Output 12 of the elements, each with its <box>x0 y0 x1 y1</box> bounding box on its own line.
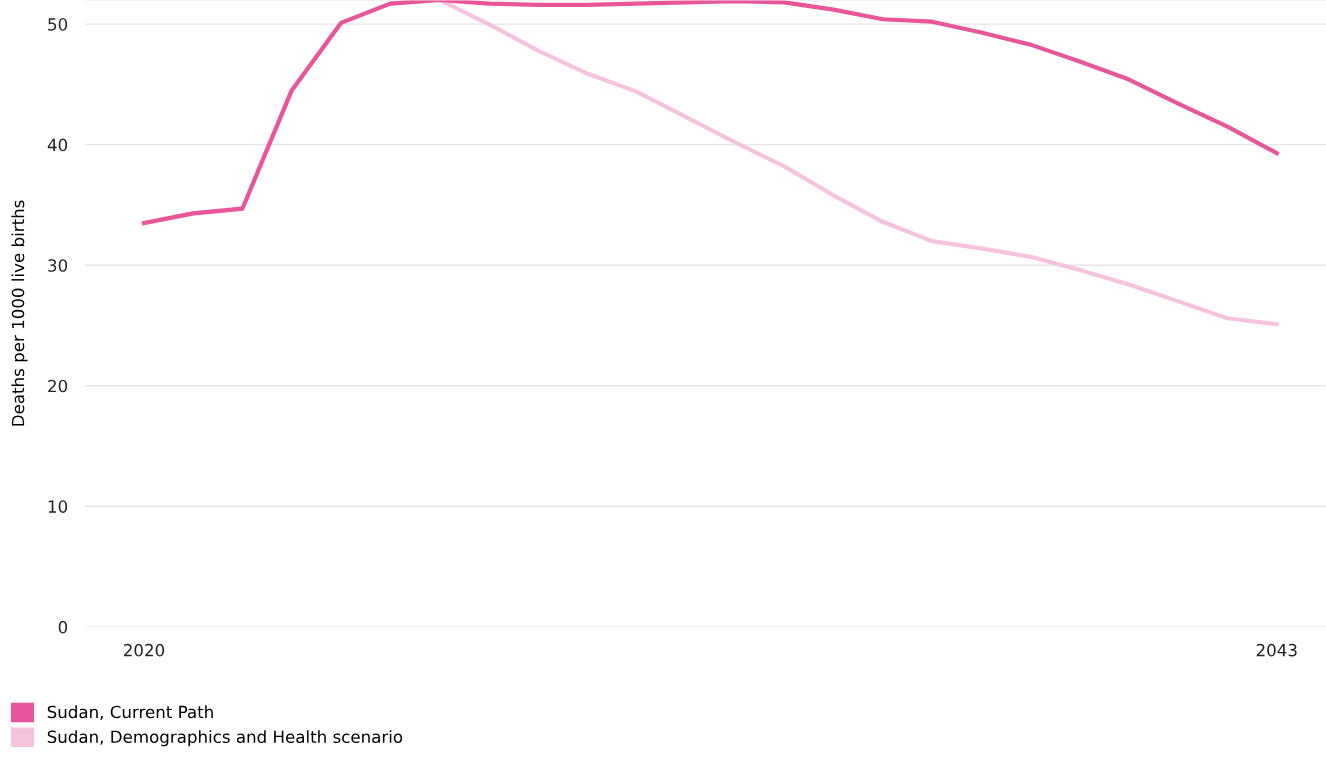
y-tick-label: 50 <box>48 18 68 31</box>
y-tick-label: 30 <box>48 259 68 272</box>
y-tick-label: 10 <box>48 500 68 513</box>
x-tick-label: 2020 <box>123 643 165 657</box>
legend-label: Sudan, Current Path <box>47 705 213 720</box>
y-tick-label: 20 <box>48 379 68 393</box>
line-series <box>141 0 1279 226</box>
x-tick-label: 2043 <box>1256 643 1297 657</box>
legend-label: Sudan, Demographics and Health scenario <box>47 730 403 747</box>
y-tick-label: 40 <box>47 138 68 152</box>
y-axis-title: Deaths per 1000 live births <box>11 200 28 426</box>
y-tick-label: 0 <box>58 620 68 634</box>
